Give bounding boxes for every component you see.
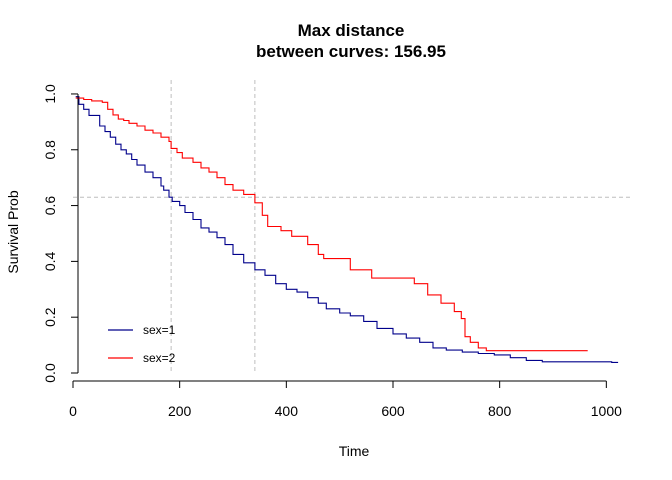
chart-title-line-1: Max distance (298, 21, 405, 40)
x-tick-label: 200 (168, 403, 192, 419)
y-tick-label: 1.0 (42, 84, 58, 104)
legend: sex=1 sex=2 (108, 323, 176, 365)
x-tick-label: 1000 (591, 403, 622, 419)
legend-label-sex1: sex=1 (143, 323, 176, 337)
y-tick-label: 0.8 (42, 140, 58, 160)
y-tick-label: 0.4 (42, 251, 58, 271)
y-axis: 0.0 0.2 0.4 0.6 0.8 1.0 (42, 84, 79, 383)
x-tick-label: 0 (69, 403, 77, 419)
reference-lines (73, 80, 633, 373)
legend-label-sex2: sex=2 (143, 351, 176, 365)
survival-curves (75, 96, 619, 363)
x-axis: 0 200 400 600 800 1000 (69, 380, 622, 419)
x-axis-label: Time (339, 443, 370, 459)
curve-sex=1 (75, 96, 619, 363)
x-tick-label: 400 (275, 403, 299, 419)
x-tick-label: 600 (381, 403, 405, 419)
y-tick-label: 0.0 (42, 363, 58, 383)
y-tick-label: 0.6 (42, 196, 58, 216)
chart-title-line-2: between curves: 156.95 (256, 42, 446, 61)
y-tick-label: 0.2 (42, 307, 58, 327)
curve-sex=2 (75, 97, 588, 352)
y-axis-label: Survival Prob (5, 190, 21, 273)
x-tick-label: 800 (488, 403, 512, 419)
